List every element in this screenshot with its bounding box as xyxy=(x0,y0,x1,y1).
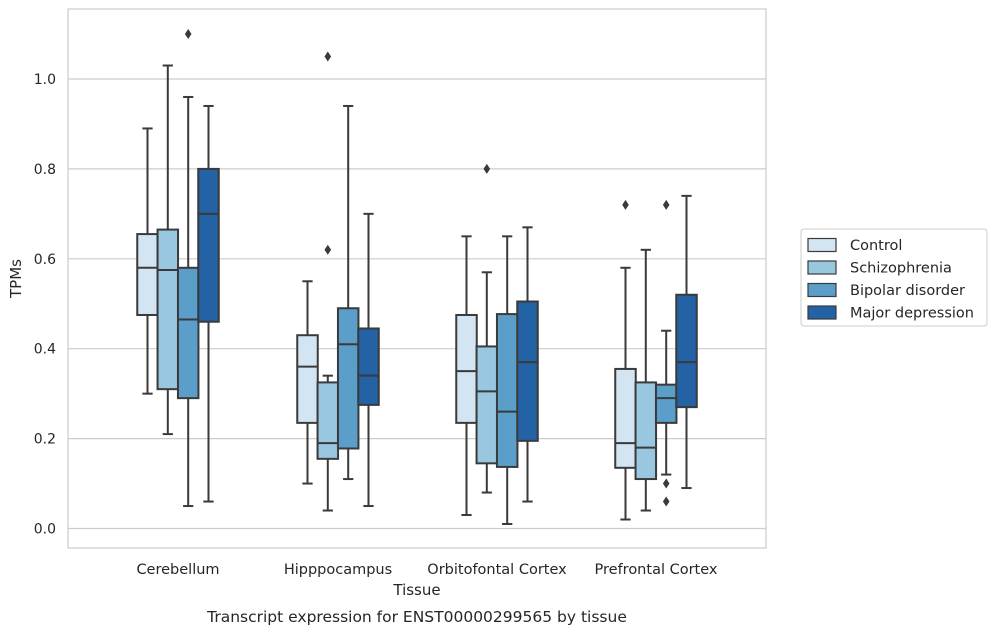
box-element xyxy=(516,226,539,503)
y-axis-label: TPMs xyxy=(7,259,25,299)
chart-caption: Transcript expression for ENST0000029956… xyxy=(206,608,627,626)
box-iqr xyxy=(296,334,319,424)
outlier-point xyxy=(324,51,332,62)
box-iqr xyxy=(316,381,340,460)
legend-swatch xyxy=(807,260,837,275)
outlier-point xyxy=(662,199,670,210)
box-element xyxy=(357,212,380,508)
box-iqr xyxy=(357,327,380,406)
legend-swatch xyxy=(807,282,837,298)
box-element xyxy=(197,104,220,503)
series-bipolar-disorder xyxy=(176,29,678,526)
legend-label: Schizophrenia xyxy=(850,261,952,277)
x-tick-labels: Cerebellum Hipppocampus Orbitofontal Corte… xyxy=(136,562,717,578)
series-major-depression xyxy=(197,104,698,508)
legend: Control Schizophrenia Bipolar disorder Majo… xyxy=(800,228,988,327)
legend-item: Major depression xyxy=(807,305,974,322)
box-element xyxy=(296,280,319,485)
legend-label: Major depression xyxy=(850,306,974,322)
box-iqr xyxy=(475,345,499,465)
box-series xyxy=(136,29,698,526)
box-element xyxy=(455,235,478,517)
box-element xyxy=(675,194,698,490)
box-iqr xyxy=(455,313,478,424)
box-iqr xyxy=(156,228,180,391)
y-tick-label: 0.4 xyxy=(34,342,56,358)
y-tick-label: 1.0 xyxy=(34,72,56,88)
outlier-point xyxy=(622,199,629,210)
outlier-point xyxy=(324,244,332,255)
legend-item: Control xyxy=(807,237,902,254)
box-iqr xyxy=(675,293,698,409)
legend-items: Control Schizophrenia Bipolar disorder Majo… xyxy=(807,237,974,322)
series-schizophrenia xyxy=(156,51,658,512)
y-tick-labels: 0.0 0.2 0.4 0.6 0.8 1.0 xyxy=(34,72,56,538)
box-element xyxy=(654,199,678,507)
legend-label: Bipolar disorder xyxy=(850,283,965,299)
box-element xyxy=(176,29,200,508)
y-tick-label: 0.6 xyxy=(34,252,56,268)
box-iqr xyxy=(516,300,539,442)
box-element xyxy=(634,248,658,512)
outlier-point xyxy=(184,29,192,40)
box-iqr xyxy=(614,367,637,469)
box-iqr xyxy=(136,233,159,316)
legend-item: Bipolar disorder xyxy=(807,282,965,299)
outlier-point xyxy=(483,163,491,174)
box-element xyxy=(495,235,519,526)
x-tick-label: Hipppocampus xyxy=(284,562,392,578)
box-iqr xyxy=(634,381,658,481)
outlier-point xyxy=(662,496,670,507)
box-element xyxy=(136,127,159,395)
plot-frame xyxy=(67,8,767,549)
outlier-point xyxy=(662,478,670,489)
y-tick-label: 0.8 xyxy=(34,162,56,178)
y-tick-label: 0.2 xyxy=(34,432,56,448)
box-iqr xyxy=(654,383,678,424)
box-iqr xyxy=(197,167,220,323)
box-iqr xyxy=(336,307,360,450)
legend-frame xyxy=(800,228,988,327)
series-control xyxy=(136,127,637,521)
x-tick-label: Prefrontal Cortex xyxy=(595,562,718,578)
box-iqr xyxy=(495,313,519,468)
legend-swatch xyxy=(807,305,837,320)
x-tick-label: Cerebellum xyxy=(136,562,219,578)
legend-item: Schizophrenia xyxy=(807,260,952,277)
x-axis-label: Tissue xyxy=(392,581,440,599)
legend-swatch xyxy=(807,237,837,253)
legend-label: Control xyxy=(850,238,902,254)
y-tick-label: 0.0 xyxy=(34,522,56,538)
x-tick-label: Orbitofontal Cortex xyxy=(427,562,567,578)
box-iqr xyxy=(176,266,200,400)
